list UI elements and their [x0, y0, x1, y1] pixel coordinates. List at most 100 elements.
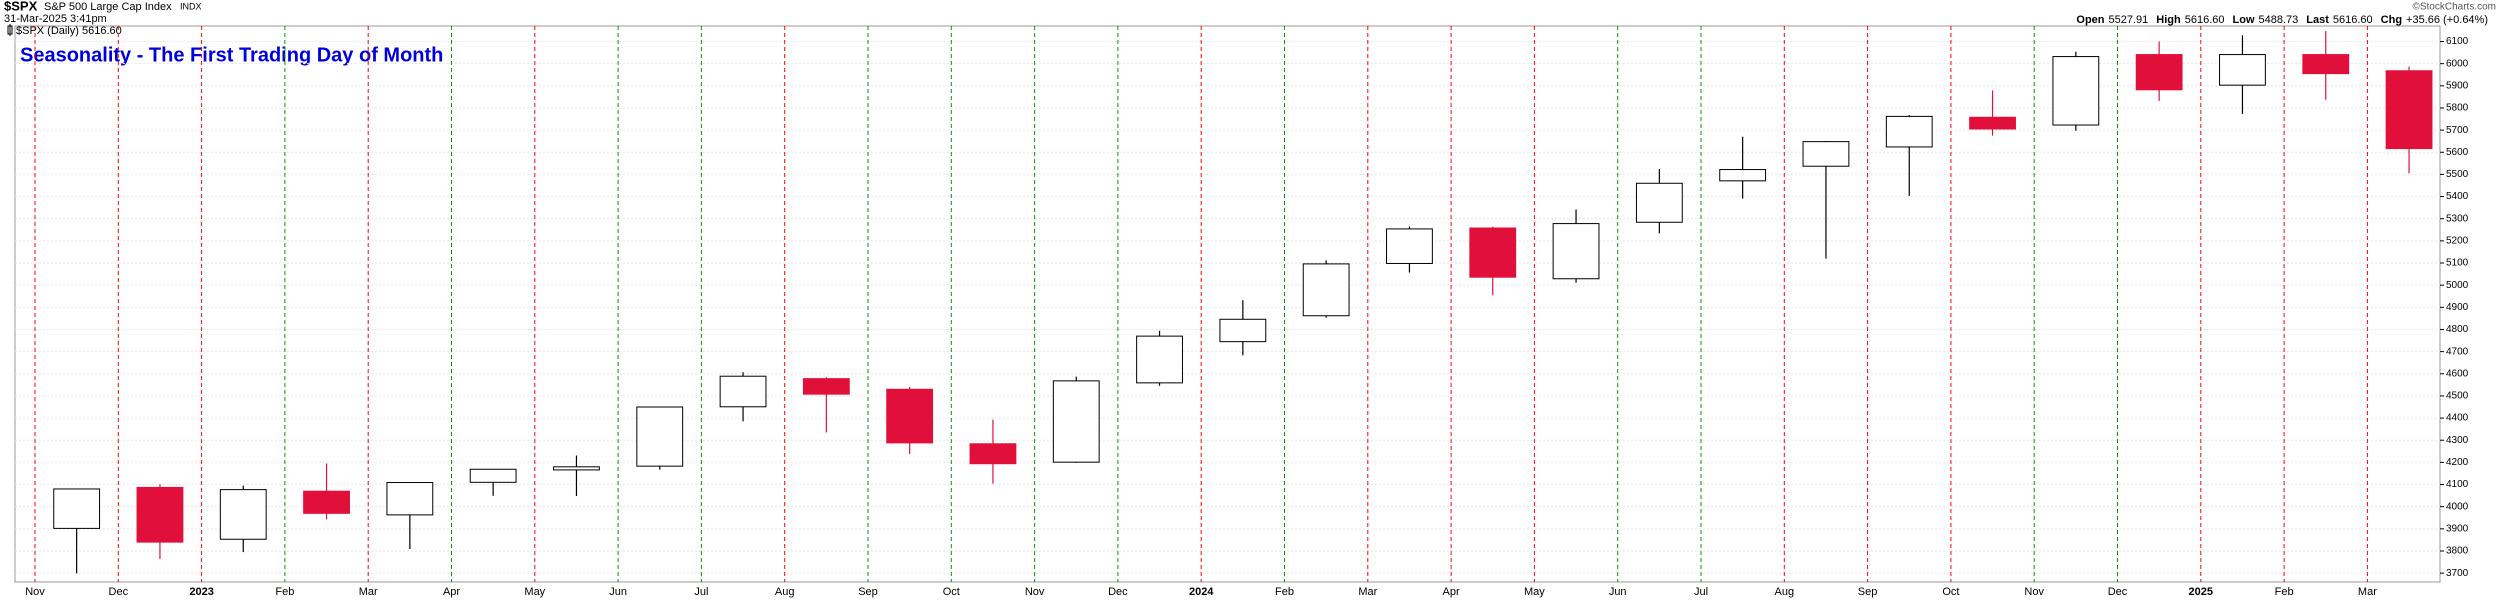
- candle-body: [2052, 56, 2100, 126]
- x-tick-label: Feb: [2275, 586, 2294, 598]
- quote-label: Chg: [2381, 14, 2402, 26]
- x-tick-label: May: [524, 586, 545, 598]
- y-tick-label: 5500: [2446, 169, 2469, 180]
- y-tick-label: 3800: [2446, 546, 2469, 557]
- candle-body: [1719, 169, 1767, 182]
- y-tick-label: 3700: [2446, 568, 2469, 579]
- candle-body: [386, 482, 434, 516]
- y-tick-label: 4900: [2446, 302, 2469, 313]
- y-tick-label: 4000: [2446, 501, 2469, 512]
- x-tick-label: Jun: [1609, 586, 1627, 598]
- candle-body: [2302, 54, 2350, 75]
- x-tick-label: Nov: [1025, 586, 1045, 598]
- x-tick-label: 2024: [1189, 586, 1214, 598]
- y-tick-label: 4600: [2446, 368, 2469, 379]
- x-tick-label: 2025: [2189, 586, 2213, 598]
- y-tick-label: 5100: [2446, 258, 2469, 269]
- quote-value: 5527.91: [2109, 14, 2149, 26]
- quote: Open 5527.91 High 5616.60 Low 5488.73 Last 5616…: [2076, 14, 2488, 26]
- x-tick-label: May: [1524, 586, 1545, 598]
- x-tick-label: Feb: [275, 586, 294, 598]
- x-tick-label: Dec: [2108, 586, 2128, 598]
- x-tick-label: Mar: [2358, 586, 2377, 598]
- x-tick-label: Sep: [1858, 586, 1878, 598]
- candle-body: [469, 468, 517, 483]
- symbol: $SPX: [4, 0, 38, 13]
- candle-body: [2385, 70, 2433, 150]
- candle-body: [2219, 54, 2266, 86]
- candle-body: [1969, 116, 2016, 130]
- credit: ©StockCharts.com: [2412, 2, 2496, 13]
- quote-value: 5488.73: [2259, 14, 2299, 26]
- x-tick-label: Mar: [1358, 586, 1377, 598]
- candle-body: [53, 488, 101, 529]
- x-tick-label: Sep: [858, 586, 878, 598]
- candle-body: [969, 443, 1017, 465]
- y-tick-label: 6100: [2446, 36, 2469, 47]
- candle-body: [1635, 182, 1683, 223]
- candle-body: [886, 388, 934, 444]
- quote-label: High: [2156, 14, 2181, 26]
- index-name: S&P 500 Large Cap Index: [44, 1, 172, 13]
- candle-body: [802, 378, 850, 395]
- x-tick-label: Apr: [443, 586, 460, 598]
- candle-body: [136, 486, 184, 543]
- x-tick-label: Jul: [694, 586, 708, 598]
- candle-body: [1302, 263, 1350, 317]
- legend: $SPX (Daily) 5616.60: [16, 25, 122, 37]
- x-tick-label: Oct: [1942, 586, 1959, 598]
- candle-body: [1136, 335, 1183, 384]
- y-tick-label: 5600: [2446, 147, 2469, 158]
- y-tick-label: 4800: [2446, 324, 2469, 335]
- y-tick-label: 4100: [2446, 479, 2469, 490]
- x-tick-label: Dec: [109, 586, 129, 598]
- x-tick-label: Aug: [1775, 586, 1795, 598]
- y-tick-label: 3900: [2446, 523, 2469, 534]
- candle-body: [219, 489, 267, 540]
- y-tick-label: 4300: [2446, 435, 2469, 446]
- candle-body: [303, 490, 350, 514]
- x-tick-label: 2023: [189, 586, 213, 598]
- date: 31-Mar-2025 3:41pm: [4, 13, 107, 25]
- quote-label: Last: [2306, 14, 2329, 26]
- candle-body: [636, 406, 684, 467]
- quote-label: Open: [2076, 14, 2104, 26]
- y-tick-label: 4400: [2446, 413, 2469, 424]
- x-tick-label: Mar: [359, 586, 378, 598]
- x-tick-label: Feb: [1275, 586, 1294, 598]
- x-tick-label: Aug: [775, 586, 795, 598]
- y-tick-label: 5300: [2446, 213, 2469, 224]
- x-tick-label: Jul: [1694, 586, 1708, 598]
- x-tick-label: Jun: [609, 586, 627, 598]
- x-tick-label: Nov: [2024, 586, 2044, 598]
- quote-value: +35.66 (+0.64%): [2406, 14, 2488, 26]
- y-tick-label: 6000: [2446, 58, 2469, 69]
- y-tick-label: 5000: [2446, 280, 2469, 291]
- candle-body: [1885, 115, 1933, 148]
- y-tick-label: 5700: [2446, 125, 2469, 136]
- candle-body: [2135, 54, 2183, 91]
- exchange: INDX: [180, 1, 202, 11]
- y-tick-label: 4700: [2446, 346, 2469, 357]
- x-tick-label: Dec: [1108, 586, 1128, 598]
- candle-body: [1802, 141, 1850, 167]
- candle-body: [1469, 227, 1517, 278]
- candle-body: [719, 375, 767, 408]
- x-tick-label: Apr: [1443, 586, 1460, 598]
- y-tick-label: 5900: [2446, 80, 2469, 91]
- quote-value: 5616.60: [2333, 14, 2373, 26]
- y-tick-label: 5200: [2446, 236, 2469, 247]
- y-tick-label: 4500: [2446, 391, 2469, 402]
- candle-body: [1052, 380, 1100, 463]
- x-tick-label: Oct: [943, 586, 960, 598]
- y-tick-label: 4200: [2446, 457, 2469, 468]
- y-tick-label: 5800: [2446, 103, 2469, 114]
- candle-body: [1552, 223, 1600, 280]
- candle-body: [553, 466, 600, 471]
- annotation: Seasonality - The First Trading Day of M…: [20, 44, 443, 66]
- candle-body: [1219, 318, 1267, 343]
- x-tick-label: Nov: [25, 586, 45, 598]
- quote-value: 5616.60: [2185, 14, 2225, 26]
